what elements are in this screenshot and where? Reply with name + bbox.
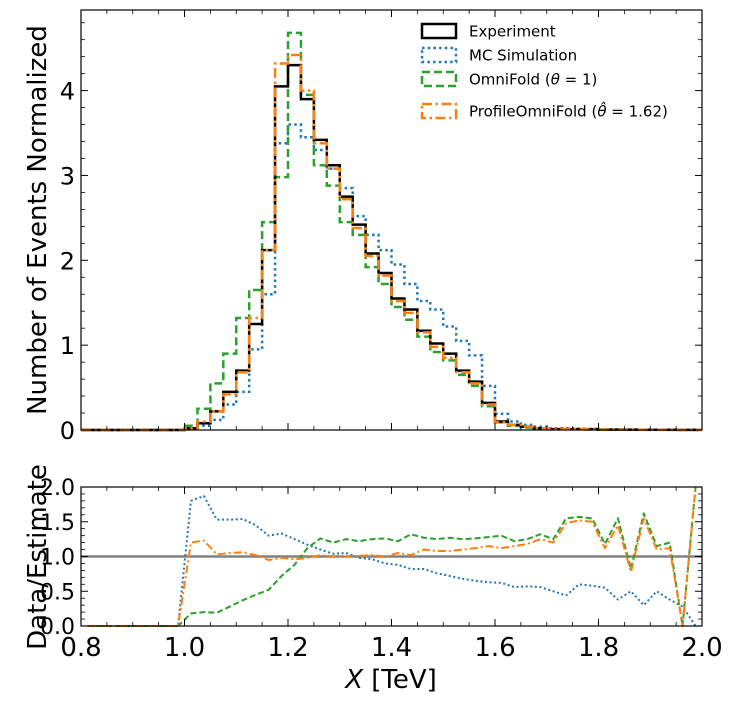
legend-handle-3 xyxy=(420,70,458,88)
bottom-x-tick-label: 1.8 xyxy=(578,633,619,663)
legend-label-3: OmniFold (θ = 1) xyxy=(469,71,597,89)
ratio-series-profileomnifold-hat-theta xyxy=(87,486,697,627)
bottom-y-tick-label: 0.0 xyxy=(40,615,75,640)
bottom-x-tick-label: 2.0 xyxy=(681,633,722,663)
legend-label-1: Experiment xyxy=(469,23,556,41)
bottom-x-tick-label: 1.0 xyxy=(164,633,205,663)
ratio-series-mc-simulation xyxy=(87,495,697,627)
series-profileomnifold-hat-theta-top-step xyxy=(81,53,702,432)
top-y-tick-label: 3 xyxy=(60,162,75,190)
top-y-tick-label: 0 xyxy=(60,417,75,445)
bottom-y-tick-label: 1.0 xyxy=(40,546,75,571)
bottom-x-tick-label: 0.8 xyxy=(60,633,101,663)
bottom-x-tick-label: 1.4 xyxy=(371,633,412,663)
bottom-x-tick-label: 1.2 xyxy=(267,633,308,663)
legend-handle-1 xyxy=(420,22,458,40)
bottom-y-tick-label: 1.5 xyxy=(40,511,75,536)
bottom-y-tick-label: 0.5 xyxy=(40,580,75,605)
legend-handle-4 xyxy=(420,102,458,120)
bottom-x-tick-label: 1.6 xyxy=(474,633,515,663)
bottom-panel: 0.0 0.5 1.0 1.5 2.0 0.8 1.0 1.2 1.4 1.6 1.8 2.0 xyxy=(40,476,723,663)
top-y-tick-label: 1 xyxy=(60,332,75,360)
top-y-axis-label: Number of Events Normalized xyxy=(23,25,53,415)
legend-label-2: MC Simulation xyxy=(469,47,577,65)
legend-label-4: ProfileOmniFold (θ̂ = 1.62) xyxy=(469,101,668,121)
legend: Experiment MC Simulation OmniFold (θ = 1) P… xyxy=(420,22,668,121)
legend-handle-2 xyxy=(420,46,458,64)
x-axis-label: X [TeV] xyxy=(343,665,437,695)
bottom-y-axis-label: Data/Estimate xyxy=(23,464,53,650)
top-y-tick-label: 2 xyxy=(60,247,75,275)
top-y-tick-label: 4 xyxy=(60,78,75,106)
top-panel: 0 1 2 3 4 xyxy=(60,9,703,445)
ratio-series-omnifold-theta xyxy=(87,486,697,627)
bottom-y-tick-label: 2.0 xyxy=(40,476,75,501)
